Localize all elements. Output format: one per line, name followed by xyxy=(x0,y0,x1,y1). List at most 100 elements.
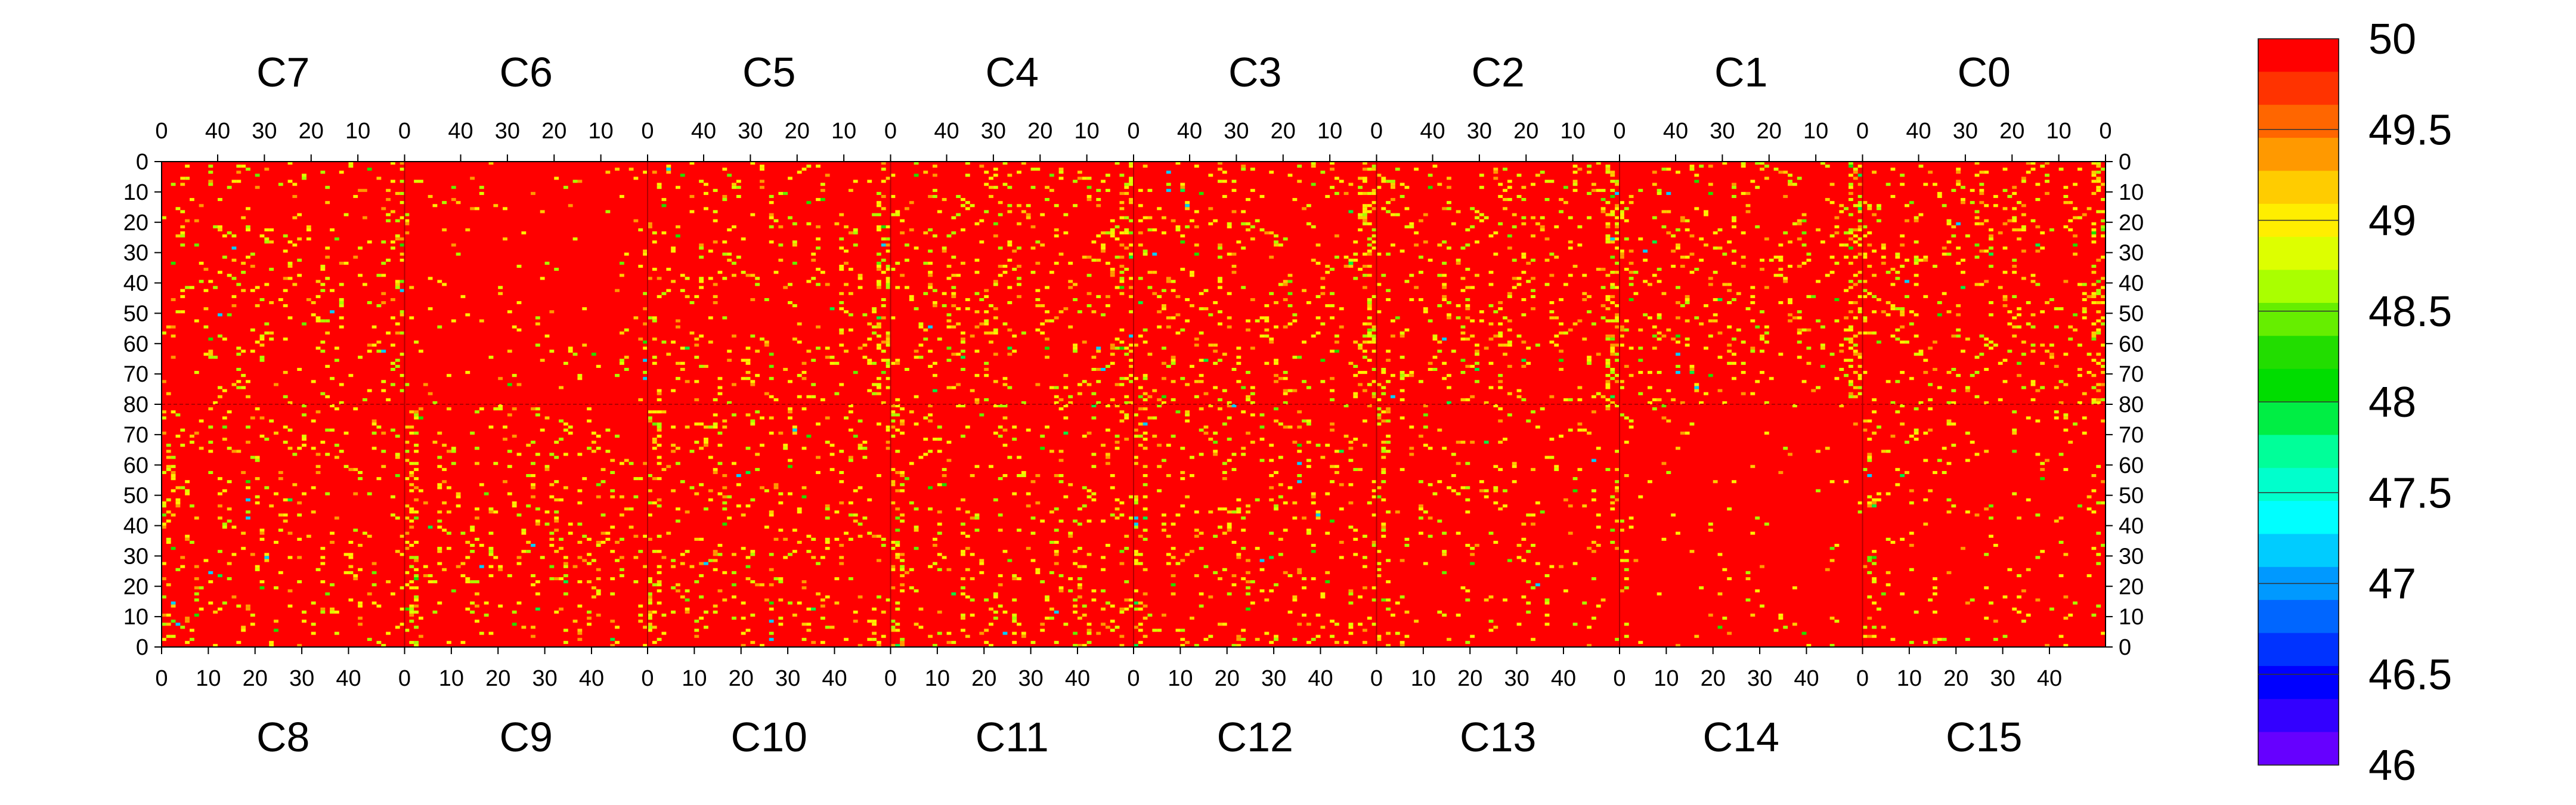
heatmap-cell xyxy=(788,459,792,462)
bottom-tick-label: 30 xyxy=(532,666,557,691)
heatmap-cell xyxy=(1685,219,1690,222)
heatmap-cell xyxy=(1134,413,1138,417)
heatmap-cell xyxy=(1259,459,1265,462)
heatmap-cell xyxy=(227,185,232,189)
heatmap-cell xyxy=(778,598,784,602)
heatmap-cell xyxy=(694,398,699,401)
heatmap-cell xyxy=(390,298,395,302)
heatmap-cell xyxy=(1451,349,1456,353)
heatmap-cell xyxy=(1306,640,1311,644)
heatmap-cell xyxy=(381,261,386,265)
heatmap-cell xyxy=(811,537,816,541)
heatmap-cell xyxy=(666,168,671,171)
heatmap-cell xyxy=(750,614,756,617)
heatmap-cell xyxy=(914,589,919,593)
heatmap-cell xyxy=(2096,258,2101,262)
heatmap-cell xyxy=(806,550,812,553)
heatmap-cell xyxy=(1498,386,1503,389)
heatmap-cell xyxy=(1984,249,1989,253)
heatmap-cell xyxy=(400,331,405,335)
heatmap-cell xyxy=(1750,301,1755,305)
heatmap-cell xyxy=(1689,165,1695,168)
heatmap-cell xyxy=(409,316,414,320)
heatmap-cell xyxy=(241,386,246,389)
heatmap-cell xyxy=(722,198,727,202)
heatmap-cell xyxy=(1620,386,1624,389)
heatmap-cell xyxy=(1068,325,1073,329)
heatmap-cell xyxy=(1909,310,1914,314)
heatmap-cell xyxy=(1077,177,1082,180)
heatmap-cell xyxy=(1465,598,1470,602)
heatmap-cell xyxy=(657,425,662,429)
heatmap-cell xyxy=(965,634,970,638)
heatmap-cell xyxy=(1745,204,1751,208)
heatmap-cell xyxy=(1185,383,1190,386)
heatmap-cell xyxy=(1447,486,1451,490)
heatmap-cell xyxy=(1432,334,1438,338)
heatmap-cell xyxy=(2091,179,2097,183)
heatmap-cell xyxy=(498,604,503,608)
heatmap-cell xyxy=(325,428,330,432)
heatmap-cell xyxy=(1657,316,1662,320)
heatmap-cell xyxy=(1278,483,1283,487)
heatmap-cell xyxy=(998,477,1003,481)
heatmap-cell xyxy=(2082,307,2087,311)
heatmap-cell xyxy=(1848,310,1853,314)
heatmap-cell xyxy=(1367,243,1372,247)
heatmap-cell xyxy=(325,277,330,280)
heatmap-cell xyxy=(951,274,956,277)
heatmap-cell xyxy=(587,537,592,541)
heatmap-cell xyxy=(1596,268,1601,271)
heatmap-cell xyxy=(259,355,265,359)
heatmap-cell xyxy=(1362,252,1367,256)
heatmap-cell xyxy=(218,550,222,553)
heatmap-cell xyxy=(218,225,222,228)
heatmap-cell xyxy=(1222,462,1227,465)
heatmap-cell xyxy=(961,577,965,581)
heatmap-cell xyxy=(1503,168,1507,171)
heatmap-cell xyxy=(1162,307,1166,311)
heatmap-cell xyxy=(1371,598,1377,602)
heatmap-cell xyxy=(769,240,774,244)
heatmap-cell xyxy=(741,617,746,620)
heatmap-cell xyxy=(2012,334,2017,338)
heatmap-cell xyxy=(175,486,181,490)
heatmap-cell xyxy=(895,470,900,475)
heatmap-cell xyxy=(1124,185,1129,189)
heatmap-cell xyxy=(769,395,774,398)
heatmap-cell xyxy=(395,280,400,283)
heatmap-cell xyxy=(1030,480,1036,484)
heatmap-cell xyxy=(190,540,194,544)
heatmap-cell xyxy=(1605,386,1611,389)
heatmap-cell xyxy=(246,441,250,444)
heatmap-cell xyxy=(1110,228,1115,232)
heatmap-cell xyxy=(2030,325,2036,329)
heatmap-cell xyxy=(390,240,395,244)
heatmap-cell xyxy=(1058,252,1064,256)
heatmap-cell xyxy=(437,465,442,468)
heatmap-cell xyxy=(900,513,905,517)
heatmap-cell xyxy=(1404,225,1410,228)
heatmap-cell xyxy=(717,589,723,593)
heatmap-cell xyxy=(1138,628,1143,632)
heatmap-cell xyxy=(1694,389,1699,392)
heatmap-cell xyxy=(213,610,218,614)
heatmap-cell xyxy=(1203,392,1209,395)
heatmap-cell xyxy=(1190,364,1194,368)
heatmap-cell xyxy=(1652,346,1657,350)
heatmap-cell xyxy=(1124,231,1129,235)
heatmap-cell xyxy=(1002,444,1008,447)
heatmap-cell xyxy=(2077,216,2082,219)
heatmap-cell xyxy=(1362,264,1367,268)
heatmap-cell xyxy=(998,604,1003,608)
heatmap-cell xyxy=(409,580,414,584)
heatmap-cell xyxy=(895,601,900,605)
heatmap-cell xyxy=(619,568,624,571)
heatmap-cell xyxy=(1661,404,1667,408)
heatmap-cell xyxy=(2063,383,2069,386)
heatmap-cell xyxy=(965,307,970,311)
heatmap-cell xyxy=(1488,531,1494,535)
heatmap-cell xyxy=(769,568,774,571)
heatmap-cell xyxy=(1017,456,1021,459)
heatmap-cell xyxy=(1857,204,1863,208)
